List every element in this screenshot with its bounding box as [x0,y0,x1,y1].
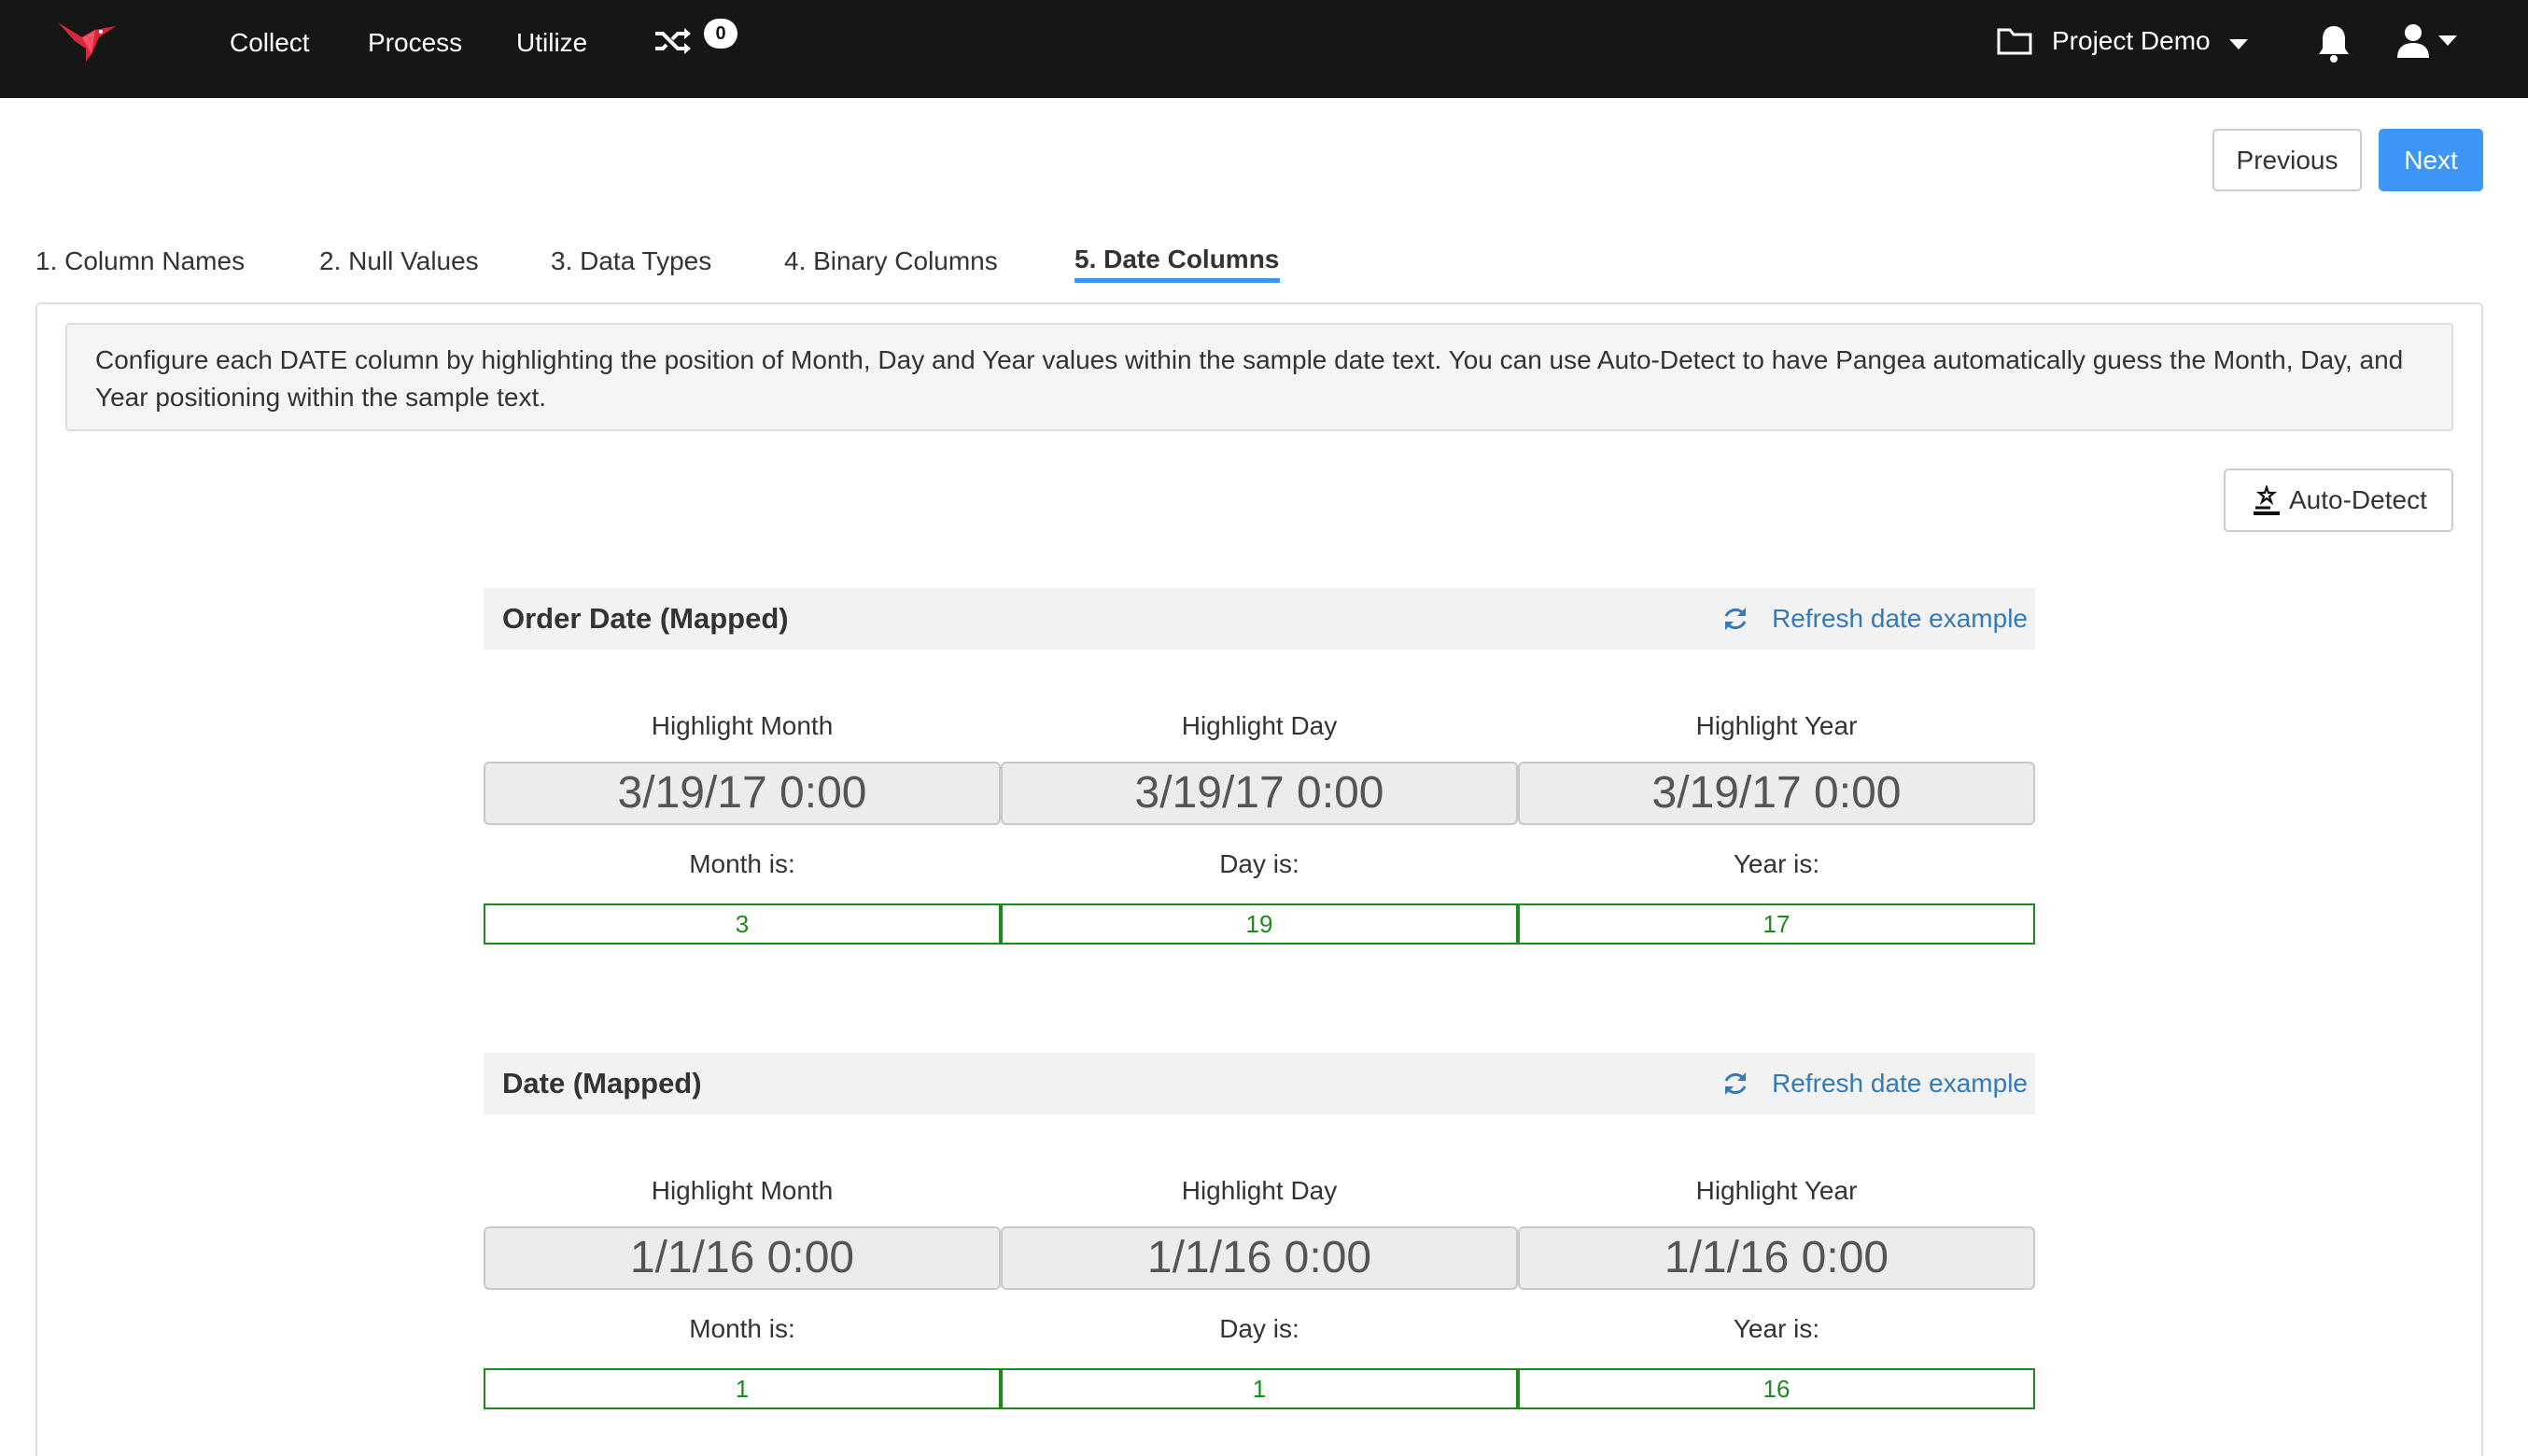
day-value-field: 19 [1001,903,1518,945]
month-value-field: 1 [484,1368,1001,1409]
refresh-label: Refresh date example [1772,604,2028,633]
year-value-field: 17 [1518,903,2035,945]
refresh-icon [1724,608,1747,630]
nav-process[interactable]: Process [368,28,463,57]
tab-null-values[interactable]: 2. Null Values [319,246,479,275]
date-columns-panel [35,302,2483,1456]
day-result-label: Day is: [1219,1314,1299,1343]
highlight-day-label: Highlight Day [1181,1176,1338,1205]
refresh-icon [1724,1072,1747,1095]
month-result-label: Month is: [689,849,795,878]
year-value-field: 16 [1518,1368,2035,1409]
notification-count-badge: 0 [704,19,737,49]
top-navbar: Collect Process Utilize 0 Project Demo [0,0,2528,98]
month-value-field: 3 [484,903,1001,945]
section-title: Order Date (Mapped) [502,602,789,635]
hummingbird-logo-icon[interactable] [54,17,121,63]
day-sample-text[interactable]: 1/1/16 0:00 [1001,1226,1518,1290]
auto-detect-button[interactable]: Auto-Detect [2224,469,2453,532]
month-result-label: Month is: [689,1314,795,1343]
shuffle-icon[interactable] [653,26,693,56]
next-button[interactable]: Next [2379,129,2483,191]
refresh-date-example-link[interactable]: Refresh date example [1724,1066,2028,1101]
refresh-date-example-link[interactable]: Refresh date example [1724,601,2028,637]
active-tab-indicator [1074,278,1280,283]
month-sample-text[interactable]: 1/1/16 0:00 [484,1226,1001,1290]
highlight-year-label: Highlight Year [1695,1176,1858,1205]
day-result-label: Day is: [1219,849,1299,878]
wand-icon [2254,485,2280,515]
user-icon[interactable] [2395,22,2431,60]
user-menu-caret-icon[interactable] [2438,35,2457,46]
section-title: Date (Mapped) [502,1067,702,1099]
month-sample-text[interactable]: 3/19/17 0:00 [484,762,1001,825]
refresh-label: Refresh date example [1772,1069,2028,1098]
bell-icon[interactable] [2315,22,2352,63]
year-result-label: Year is: [1733,1314,1820,1343]
tab-data-types[interactable]: 3. Data Types [551,246,712,275]
highlight-year-label: Highlight Year [1695,711,1858,740]
tab-column-names[interactable]: 1. Column Names [35,246,246,275]
day-sample-text[interactable]: 3/19/17 0:00 [1001,762,1518,825]
tab-date-columns[interactable]: 5. Date Columns [1074,245,1280,273]
section-header: Order Date (Mapped) Refresh date example [484,588,2035,650]
instructions-box: Configure each DATE column by highlighti… [65,323,2453,431]
nav-utilize[interactable]: Utilize [516,28,588,57]
year-sample-text[interactable]: 1/1/16 0:00 [1518,1226,2035,1290]
year-result-label: Year is: [1733,849,1820,878]
project-selector[interactable]: Project Demo [2052,26,2211,55]
chevron-down-icon[interactable] [2229,39,2248,49]
previous-button[interactable]: Previous [2212,129,2362,191]
auto-detect-label: Auto-Detect [2289,485,2427,514]
folder-icon [1997,28,2032,55]
tab-binary-columns[interactable]: 4. Binary Columns [784,246,998,275]
section-header: Date (Mapped) Refresh date example [484,1053,2035,1114]
highlight-month-label: Highlight Month [651,1176,834,1205]
highlight-day-label: Highlight Day [1181,711,1338,740]
day-value-field: 1 [1001,1368,1518,1409]
year-sample-text[interactable]: 3/19/17 0:00 [1518,762,2035,825]
highlight-month-label: Highlight Month [651,711,834,740]
nav-collect[interactable]: Collect [230,28,310,57]
